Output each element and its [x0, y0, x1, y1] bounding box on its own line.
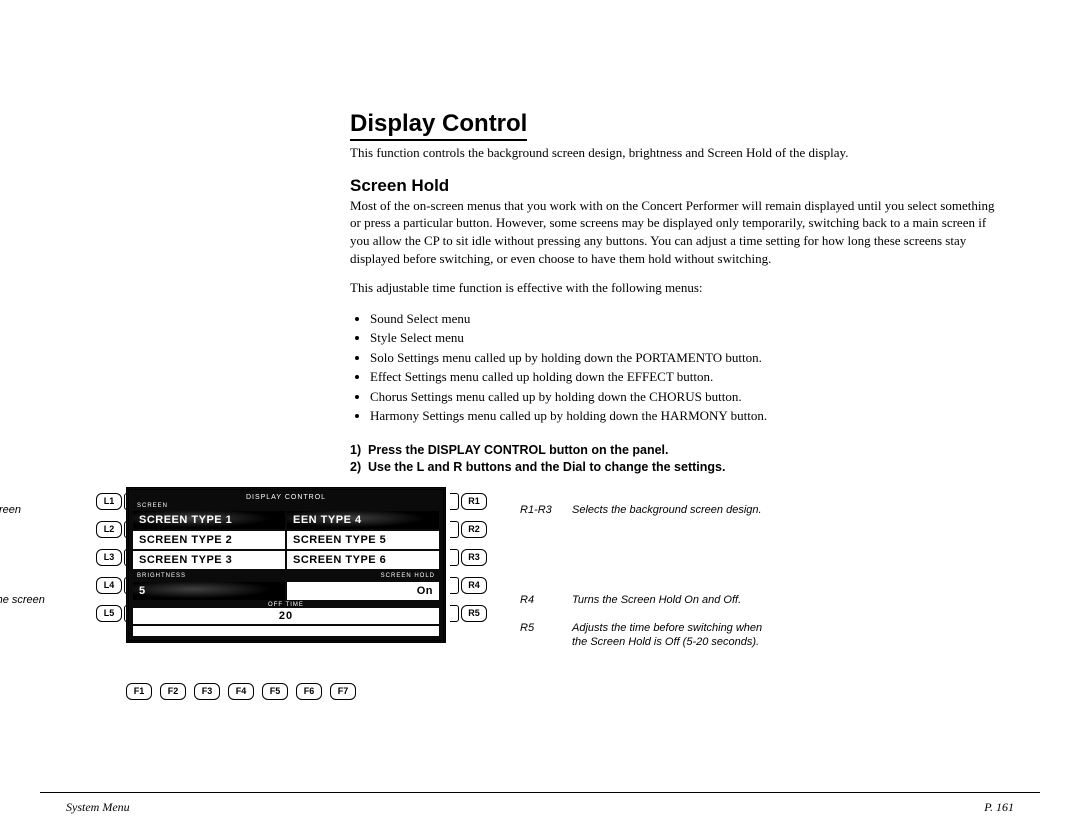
step: 1)Press the DISPLAY CONTROL button on th…	[350, 442, 1000, 460]
list-item: Chorus Settings menu called up by holdin…	[370, 387, 1000, 407]
panel-button: F7	[330, 683, 356, 700]
lcd-hold-value: On	[287, 582, 439, 600]
panel-button: F1	[126, 683, 152, 700]
lcd-cell: SCREEN TYPE 5	[287, 531, 439, 549]
panel-button: R1	[450, 493, 487, 510]
lcd-title: DISPLAY CONTROL	[133, 494, 439, 501]
side-note: L4Adjusts the brightness of the screen (…	[0, 593, 58, 629]
list-item: Sound Select menu	[370, 309, 1000, 329]
panel-button: F4	[228, 683, 254, 700]
step: 2)Use the L and R buttons and the Dial t…	[350, 459, 1000, 477]
footer-right: P. 161	[984, 800, 1014, 815]
list-item: Harmony Settings menu called up by holdi…	[370, 406, 1000, 426]
lcd-cell: SCREEN TYPE 3	[133, 551, 285, 569]
panel-button: R3	[450, 549, 487, 566]
panel-button: F2	[160, 683, 186, 700]
list-item: Solo Settings menu called up by holding …	[370, 348, 1000, 368]
side-note: R5Adjusts the time before switching when…	[520, 621, 780, 657]
side-note: R1-R3Selects the background screen desig…	[520, 503, 780, 524]
panel-button: F6	[296, 683, 322, 700]
para-2: This adjustable time function is effecti…	[350, 279, 1000, 297]
section-heading: Screen Hold	[350, 176, 1000, 196]
footer-rule	[40, 792, 1040, 793]
lcd-cell: SCREEN TYPE 6	[287, 551, 439, 569]
panel-button: R2	[450, 521, 487, 538]
panel-button: R4	[450, 577, 487, 594]
r-buttons: R1 R2 R3 R4 R5	[450, 493, 487, 622]
lcd-screen: DISPLAY CONTROL SCREEN SCREEN TYPE 1EEN …	[126, 487, 446, 643]
panel-button: R5	[450, 605, 487, 622]
menu-list: Sound Select menuStyle Select menuSolo S…	[364, 309, 1000, 426]
para-1: Most of the on-screen menus that you wor…	[350, 197, 1000, 267]
lcd-sub: SCREEN	[133, 503, 439, 509]
list-item: Effect Settings menu called up holding d…	[370, 367, 1000, 387]
lcd-brightness-value: 5	[133, 582, 285, 600]
lcd-cell: EEN TYPE 4	[287, 511, 439, 529]
steps: 1)Press the DISPLAY CONTROL button on th…	[350, 442, 1000, 477]
list-item: Style Select menu	[370, 328, 1000, 348]
side-note: L1-L3Selects the background screen desig…	[0, 503, 58, 539]
lcd-cell: SCREEN TYPE 1	[133, 511, 285, 529]
page-title: Display Control	[350, 110, 527, 141]
footer-left: System Menu	[66, 800, 130, 815]
side-note: R4Turns the Screen Hold On and Off.	[520, 593, 780, 614]
lcd-cell: SCREEN TYPE 2	[133, 531, 285, 549]
lcd-offtime-value: 20	[133, 608, 439, 624]
lcd-hold-label: SCREEN HOLD	[381, 573, 435, 579]
intro-text: This function controls the background sc…	[350, 145, 1000, 162]
panel-button: F3	[194, 683, 220, 700]
lcd-brightness-label: BRIGHTNESS	[137, 573, 186, 579]
panel-button: F5	[262, 683, 288, 700]
f-buttons: F1 F2 F3 F4 F5 F6 F7	[126, 683, 356, 700]
